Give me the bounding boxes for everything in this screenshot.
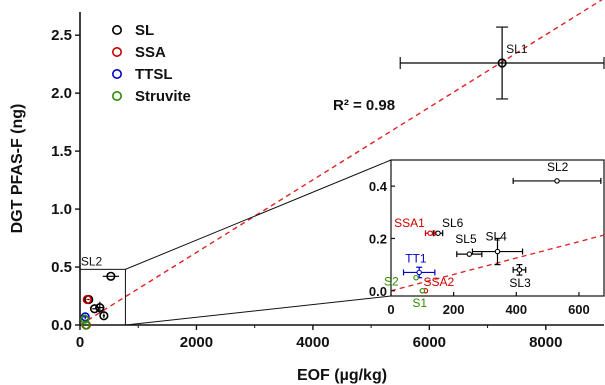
x-tick-label: 8000 [529, 334, 562, 351]
legend-marker-struvite [112, 91, 123, 102]
inset-x-tick-label: 400 [505, 302, 527, 317]
inset-label-s2: S2 [384, 275, 399, 289]
main-point-sl4 [95, 303, 105, 313]
inset-point-tt1 [416, 269, 422, 276]
main-label-sl2: SL2 [81, 254, 103, 268]
inset-point-sl5 [466, 251, 473, 257]
inset-label-sl2: SL2 [547, 160, 569, 174]
inset-point-sl4 [494, 248, 501, 255]
inset-x-tick-label: 600 [568, 302, 590, 317]
legend-label-sl: SL [135, 22, 154, 39]
inset-label-sl4: SL4 [486, 230, 508, 244]
inset-point-s1 [419, 288, 426, 294]
main-point-sl5 [89, 304, 100, 314]
inset-label-sl5: SL5 [455, 232, 477, 246]
y-tick-label: 1.0 [51, 201, 72, 218]
main-point-sl2 [106, 271, 116, 281]
main-point-s1 [81, 320, 91, 330]
y-tick-label: 1.5 [51, 143, 72, 160]
legend-label-ssa: SSA [135, 44, 166, 61]
y-axis-title: DGT PFAS-F (ng) [9, 104, 26, 234]
main-point-s2 [80, 314, 90, 324]
r-squared-annotation: R² = 0.98 [333, 97, 395, 114]
inset-y-tick-label: 0.0 [369, 284, 387, 299]
inset-label-sl3: SL3 [509, 276, 531, 290]
x-tick-label: 0 [76, 334, 84, 351]
legend-label-ttsl: TTSL [135, 66, 173, 83]
inset-point-ssa1 [427, 230, 433, 236]
inset-point-sl6 [435, 230, 441, 236]
inset-label-ssa1: SSA1 [394, 216, 425, 230]
inset-box [390, 159, 605, 297]
inset-y-tick-label: 0.4 [369, 179, 388, 194]
inset-point-s2 [413, 274, 419, 281]
y-tick-label: 2.0 [51, 85, 72, 102]
y-tick-label: 2.5 [51, 27, 72, 44]
inset-x-tick-label: 0 [387, 302, 394, 317]
x-tick-label: 2000 [180, 334, 213, 351]
zoom-connector-bottom [125, 295, 392, 326]
main-point-ssa1 [82, 294, 92, 305]
main-point-sl3 [99, 311, 109, 321]
inset-point-sl2 [554, 178, 560, 184]
fit-line [79, 0, 603, 326]
main-label-sl1: SL1 [506, 42, 528, 56]
inset-label-s1: S1 [412, 296, 427, 310]
x-tick-label: 6000 [413, 334, 446, 351]
legend-label-struvite: Struvite [135, 88, 191, 105]
inset-label-tt1: TT1 [405, 251, 427, 265]
legend-marker-ttsl [112, 69, 123, 80]
zoom-source-box [79, 268, 126, 326]
y-tick-label: 0.0 [51, 317, 72, 334]
legend-marker-ssa [112, 46, 123, 57]
y-tick-label: 0.5 [51, 259, 72, 276]
inset-point-sl3 [516, 267, 523, 273]
inset-x-tick-label: 200 [443, 302, 465, 317]
x-tick-label: 4000 [296, 334, 329, 351]
inset-y-tick-label: 0.2 [369, 231, 387, 246]
legend-marker-sl [112, 24, 123, 35]
inset-label-ssa2: SSA2 [423, 275, 454, 289]
main-point-sl1 [497, 58, 507, 68]
zoom-connector-top [125, 159, 392, 270]
inset-label-sl6: SL6 [442, 216, 464, 230]
x-axis-title: EOF (µg/kg) [297, 367, 387, 384]
